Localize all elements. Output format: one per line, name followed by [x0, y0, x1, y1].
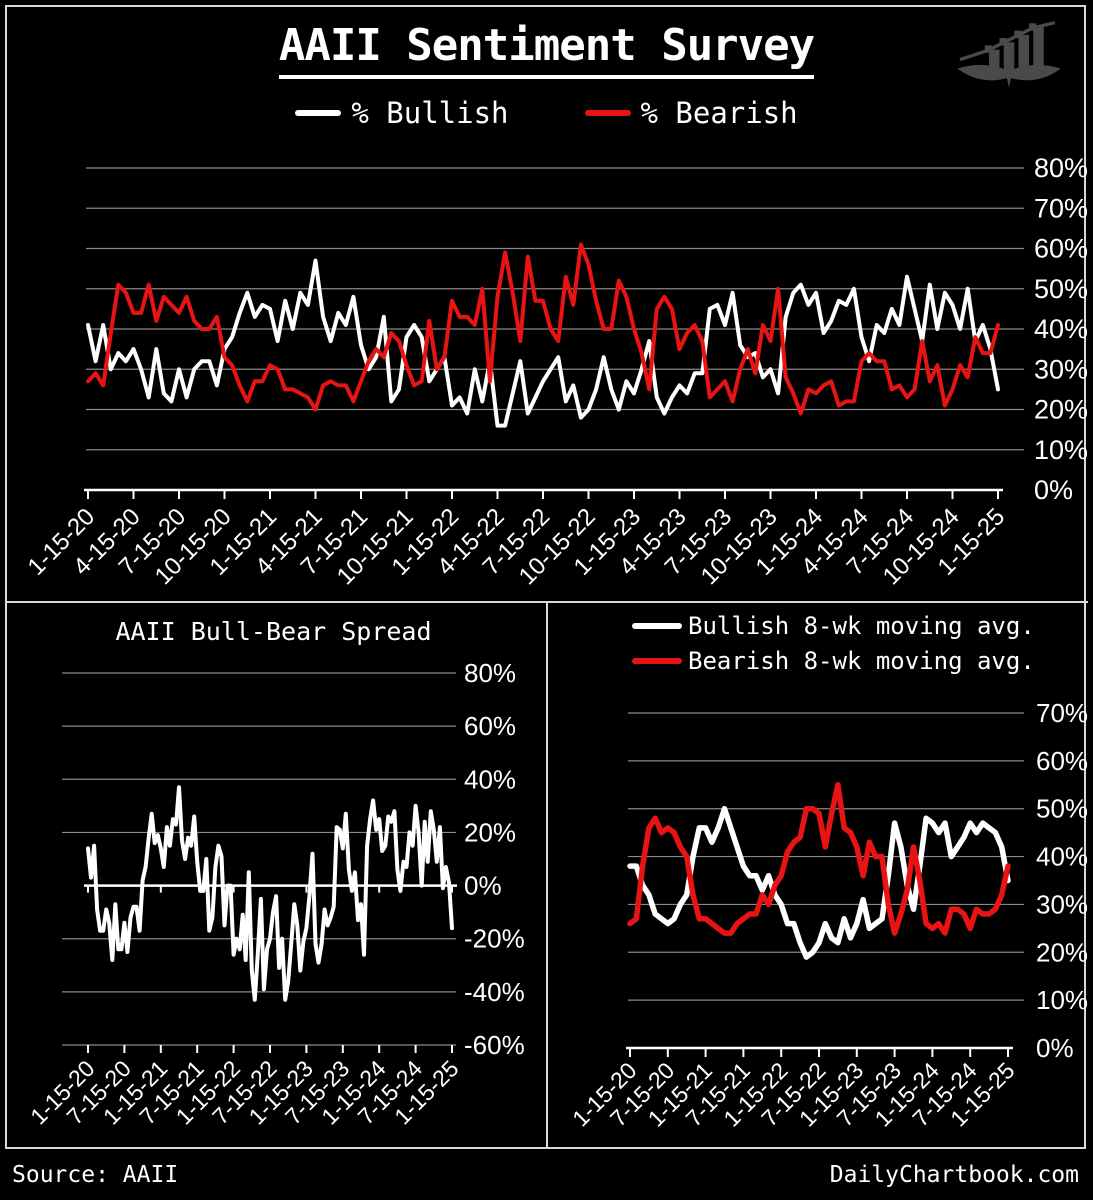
source-label: Source: AAII: [12, 1162, 179, 1188]
legend-item-bullish-ma: Bullish 8-wk moving avg.: [632, 612, 1035, 640]
vertical-divider: [546, 601, 548, 1149]
svg-text:20%: 20%: [1036, 937, 1088, 967]
legend-label-bullish-ma: Bullish 8-wk moving avg.: [688, 612, 1035, 640]
svg-text:40%: 40%: [1034, 314, 1088, 344]
svg-text:40%: 40%: [1036, 842, 1088, 872]
svg-text:0%: 0%: [1036, 1033, 1074, 1063]
svg-text:0%: 0%: [1034, 475, 1073, 505]
legend-item-bearish-ma: Bearish 8-wk moving avg.: [632, 647, 1035, 675]
book-chart-icon: [957, 21, 1061, 88]
svg-text:-60%: -60%: [464, 1030, 525, 1060]
legend-label-bullish: % Bullish: [351, 96, 509, 130]
svg-text:-20%: -20%: [464, 924, 525, 954]
legend-item-bullish: % Bullish: [295, 96, 509, 130]
svg-text:60%: 60%: [1036, 746, 1088, 776]
svg-text:70%: 70%: [1034, 193, 1088, 223]
site-label: DailyChartbook.com: [829, 1162, 1079, 1188]
legend-label-bearish: % Bearish: [640, 96, 798, 130]
moving-average-chart: 1-15-207-15-201-15-217-15-211-15-227-15-…: [567, 698, 1088, 1132]
legend-label-bearish-ma: Bearish 8-wk moving avg.: [688, 647, 1035, 675]
spread-panel-title: AAII Bull-Bear Spread: [115, 617, 432, 646]
footer: Source: AAII DailyChartbook.com: [12, 1162, 1079, 1188]
svg-text:60%: 60%: [464, 711, 516, 741]
sentiment-legend: % Bullish % Bearish: [0, 96, 1093, 130]
svg-text:80%: 80%: [1034, 153, 1088, 183]
svg-text:50%: 50%: [1034, 274, 1088, 304]
svg-text:0%: 0%: [464, 871, 502, 901]
bullish-line-swatch: [295, 110, 342, 116]
moving-average-legend: Bullish 8-wk moving avg. Bearish 8-wk mo…: [632, 612, 1035, 675]
legend-item-bearish: % Bearish: [584, 96, 798, 130]
bullish-ma-line-swatch: [632, 623, 682, 629]
svg-text:20%: 20%: [464, 817, 516, 847]
svg-text:40%: 40%: [464, 764, 516, 794]
svg-text:20%: 20%: [1034, 395, 1088, 425]
page-title: AAII Sentiment Survey: [0, 20, 1093, 79]
outer-frame: [5, 5, 1086, 1149]
svg-text:50%: 50%: [1036, 794, 1088, 824]
bearish-ma-line-swatch: [632, 658, 682, 664]
sentiment-chart: 1-15-204-15-207-15-2010-15-201-15-214-15…: [23, 153, 1088, 590]
svg-text:30%: 30%: [1036, 889, 1088, 919]
svg-text:80%: 80%: [464, 658, 516, 688]
bearish-line-swatch: [584, 110, 631, 116]
svg-text:60%: 60%: [1034, 234, 1088, 264]
bull-bear-spread-chart: 1-15-207-15-201-15-217-15-211-15-227-15-…: [25, 658, 525, 1130]
svg-text:30%: 30%: [1034, 354, 1088, 384]
svg-text:10%: 10%: [1036, 985, 1088, 1015]
svg-text:70%: 70%: [1036, 698, 1088, 728]
dailychartbook-logo: [957, 21, 1061, 88]
svg-text:10%: 10%: [1034, 435, 1088, 465]
svg-text:-40%: -40%: [464, 977, 525, 1007]
